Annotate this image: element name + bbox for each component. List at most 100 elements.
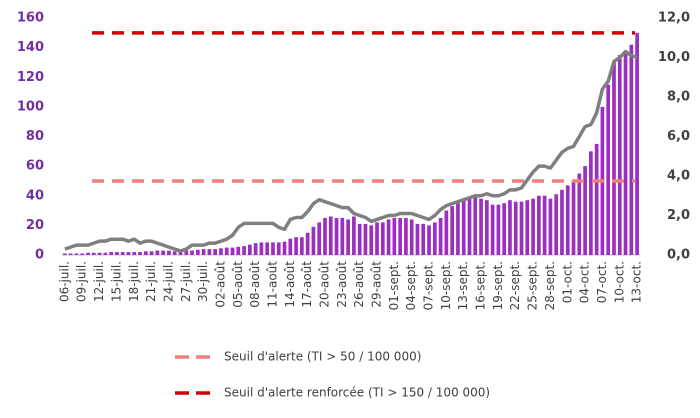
bar	[450, 206, 454, 255]
x-tick-label: 06-juil.	[57, 261, 71, 302]
bar	[115, 252, 119, 255]
x-tick-label: 26-août	[352, 261, 366, 308]
x-tick-label: 18-juil.	[127, 261, 141, 302]
bar	[167, 250, 171, 255]
bar	[294, 237, 298, 255]
y-tick-label: 0	[35, 248, 44, 263]
y-tick-label: 160	[17, 11, 44, 26]
x-tick-label: 05-août	[231, 261, 245, 308]
bar	[265, 242, 270, 255]
bar	[386, 219, 391, 255]
x-tick-label: 07-sept.	[422, 261, 436, 310]
bar	[606, 84, 611, 255]
bar	[513, 201, 518, 255]
bar	[288, 238, 293, 255]
bar	[311, 226, 316, 255]
legend-label: Seuil d'alerte (TI > 50 / 100 000)	[224, 350, 421, 364]
x-tick-label: 22-sept.	[508, 261, 522, 310]
bar	[172, 251, 177, 255]
bar	[525, 200, 530, 255]
x-tick-label: 17-août	[300, 261, 314, 308]
bar	[467, 197, 472, 255]
bar	[392, 217, 397, 255]
bar	[68, 253, 73, 255]
bar	[363, 223, 368, 255]
y2-tick-label: 0,0	[667, 248, 690, 263]
x-tick-label: 01-sept.	[387, 261, 401, 310]
line	[64, 49, 638, 253]
bar	[571, 180, 576, 255]
bar	[432, 222, 437, 255]
bar	[531, 198, 535, 255]
y2-tick-label: 4,0	[667, 169, 690, 184]
bar	[184, 250, 189, 255]
bar	[242, 246, 246, 255]
x-tick-label: 09-juil.	[75, 261, 89, 302]
bar	[91, 252, 96, 255]
x-tick-label: 23-août	[335, 261, 349, 308]
bar	[508, 200, 512, 255]
bar	[565, 185, 570, 255]
x-tick-label: 04-oct.	[578, 261, 592, 303]
bar	[300, 237, 304, 255]
bar	[143, 251, 148, 255]
bar	[502, 203, 507, 255]
bar	[103, 252, 108, 255]
bar	[190, 250, 194, 255]
bar	[490, 204, 495, 255]
bar	[328, 216, 333, 255]
bar	[577, 173, 582, 255]
x-tick-label: 16-sept.	[474, 261, 488, 310]
bar	[120, 252, 125, 255]
bar	[554, 194, 559, 255]
bar	[461, 200, 466, 255]
y2-tick-label: 2,0	[667, 208, 690, 223]
x-tick-label: 08-août	[248, 261, 262, 308]
bar	[236, 246, 241, 255]
x-tick-label: 20-août	[317, 261, 331, 308]
bar	[415, 223, 420, 255]
legend-label: Seuil d'alerte renforcée (TI > 150 / 100…	[224, 386, 490, 400]
x-tick-label: 28-sept.	[543, 261, 557, 310]
y2-tick-label: 6,0	[667, 129, 690, 144]
x-tick-label: 29-août	[370, 261, 384, 308]
bar	[352, 216, 356, 255]
bar	[479, 198, 483, 255]
bar	[398, 217, 402, 255]
bar	[305, 232, 310, 255]
bar	[537, 195, 541, 255]
bar	[248, 244, 252, 255]
bar	[334, 217, 339, 255]
bar	[629, 44, 634, 255]
y-tick-label: 40	[26, 188, 44, 203]
x-tick-label: 04-sept.	[404, 261, 418, 310]
bar	[317, 222, 322, 255]
bar	[444, 210, 449, 255]
bar	[155, 250, 160, 255]
bar	[589, 151, 593, 255]
bar	[496, 204, 501, 255]
x-tick-label: 02-août	[213, 261, 227, 308]
bar	[97, 252, 102, 255]
bar	[282, 241, 287, 255]
bar	[323, 217, 327, 255]
x-tick-label: 12-juil.	[92, 261, 106, 302]
bar	[560, 189, 564, 255]
bar	[583, 166, 587, 255]
bar	[456, 203, 460, 255]
bar	[421, 223, 426, 255]
y-tick-label: 80	[26, 129, 44, 144]
bar	[438, 217, 443, 255]
bar	[369, 225, 374, 255]
bar	[138, 252, 142, 255]
bar	[86, 252, 90, 255]
y-tick-label: 60	[26, 159, 44, 174]
x-tick-label: 21-juil.	[144, 261, 158, 302]
bar	[357, 223, 362, 255]
x-tick-label: 13-sept.	[456, 261, 470, 310]
y-tick-label: 120	[17, 70, 44, 85]
x-tick-label: 24-juil.	[161, 261, 175, 302]
bar	[230, 247, 235, 255]
y2-tick-label: 12,0	[658, 11, 690, 26]
